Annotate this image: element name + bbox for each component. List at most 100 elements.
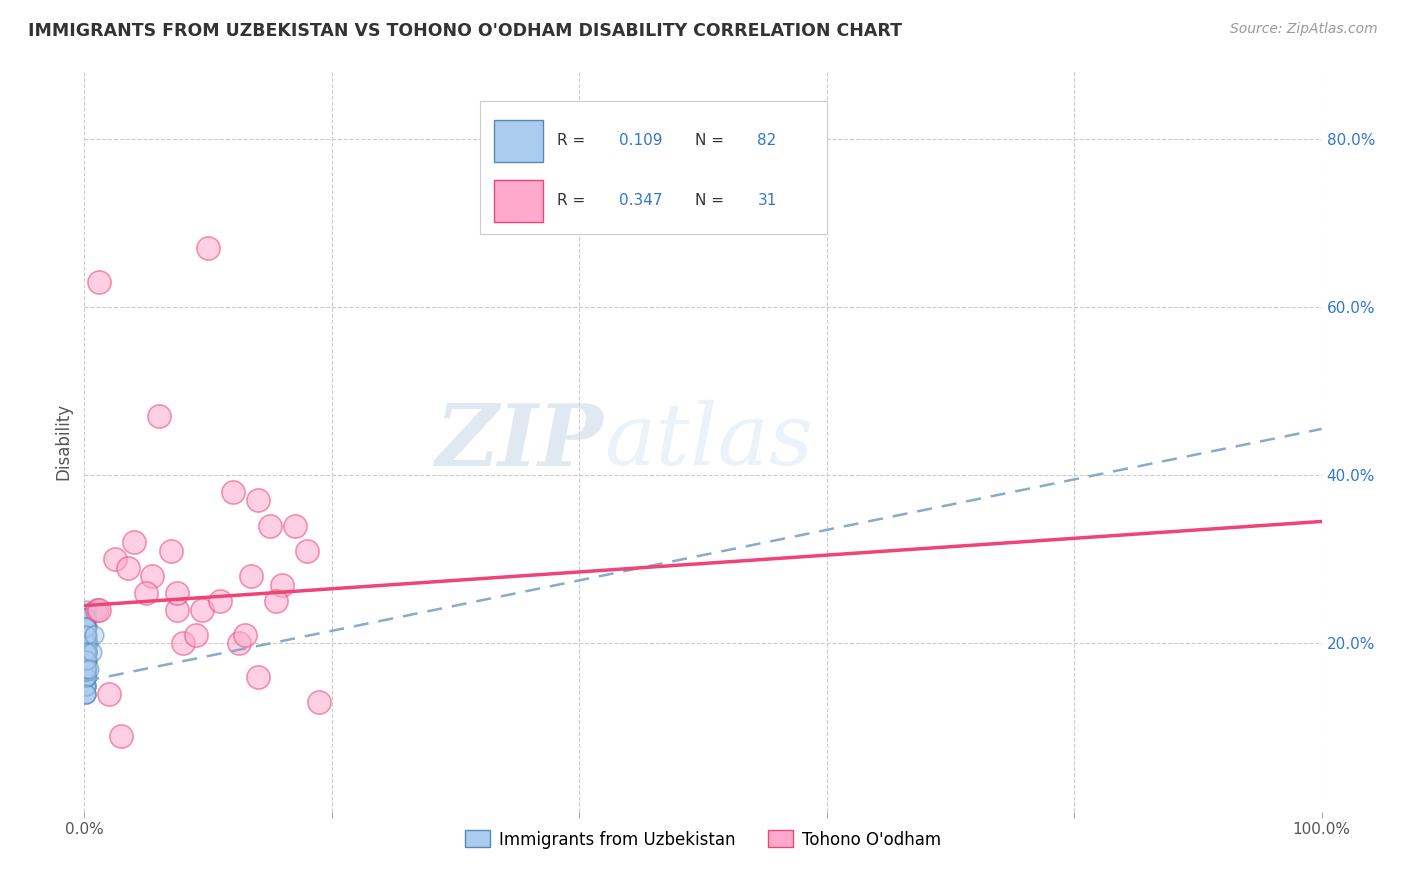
Point (76, 619, 98, 633)
Point (76, 628, 98, 642)
Point (75, 645, 97, 659)
Text: Source: ZipAtlas.com: Source: ZipAtlas.com (1230, 22, 1378, 37)
Point (77, 636, 100, 650)
Point (75, 645, 97, 659)
Point (75, 636, 97, 650)
Point (75, 619, 97, 633)
Point (75, 611, 97, 625)
Point (75, 619, 97, 633)
Point (76, 645, 98, 659)
Point (75, 662, 97, 676)
Point (76, 628, 98, 642)
Point (75, 679, 97, 693)
Text: ZIP: ZIP (436, 400, 605, 483)
Point (75, 662, 97, 676)
Point (79, 662, 101, 676)
Point (80, 645, 103, 659)
Point (86, 603, 108, 617)
Point (228, 636, 250, 650)
Point (75, 653, 97, 667)
Point (76, 653, 98, 667)
Point (240, 569, 263, 583)
Point (75, 628, 97, 642)
Point (75, 653, 97, 667)
Point (166, 603, 188, 617)
Point (75, 687, 97, 701)
Point (75, 653, 97, 667)
Point (141, 569, 163, 583)
Point (76, 645, 98, 659)
Point (75, 628, 97, 642)
Point (75, 636, 97, 650)
Point (75, 687, 97, 701)
Point (308, 695, 330, 709)
Point (197, 241, 219, 255)
Point (83, 628, 105, 642)
Point (76, 645, 98, 659)
Point (75, 662, 97, 676)
Point (86, 603, 108, 617)
Point (233, 628, 256, 642)
Point (75, 636, 97, 650)
Point (76, 645, 98, 659)
Point (75, 619, 97, 633)
Point (75, 662, 97, 676)
Point (110, 729, 132, 743)
Point (75, 645, 97, 659)
Point (75, 670, 97, 684)
Point (122, 535, 145, 549)
Point (75, 679, 97, 693)
Point (75, 662, 97, 676)
Point (98, 687, 121, 701)
Point (75, 662, 97, 676)
Point (75, 670, 97, 684)
Legend: Immigrants from Uzbekistan, Tohono O'odham: Immigrants from Uzbekistan, Tohono O'odh… (458, 823, 948, 855)
Point (259, 518, 281, 533)
Point (75, 628, 97, 642)
Point (76, 653, 98, 667)
Point (75, 670, 97, 684)
Point (75, 670, 97, 684)
Point (75, 645, 97, 659)
Point (75, 636, 97, 650)
Point (75, 653, 97, 667)
Point (75, 603, 97, 617)
Point (75, 687, 97, 701)
Point (76, 662, 98, 676)
Text: atlas: atlas (605, 401, 813, 483)
Point (246, 670, 269, 684)
Point (75, 619, 97, 633)
Point (160, 544, 183, 558)
Point (75, 636, 97, 650)
Point (77, 636, 100, 650)
Point (75, 619, 97, 633)
Point (89, 603, 111, 617)
Point (75, 653, 97, 667)
Point (148, 409, 170, 424)
Point (75, 619, 97, 633)
Point (75, 611, 97, 625)
Point (76, 670, 98, 684)
Point (75, 653, 97, 667)
Point (75, 628, 97, 642)
Point (76, 645, 98, 659)
Point (166, 586, 188, 600)
Point (222, 485, 245, 500)
Point (117, 560, 139, 574)
Point (75, 679, 97, 693)
Point (89, 275, 111, 289)
Point (295, 544, 318, 558)
Point (75, 670, 97, 684)
Point (246, 493, 269, 508)
Point (75, 619, 97, 633)
Point (264, 594, 287, 608)
Point (75, 636, 97, 650)
Point (76, 645, 98, 659)
Point (75, 653, 97, 667)
Point (284, 518, 307, 533)
Point (75, 653, 97, 667)
Point (135, 586, 157, 600)
Point (75, 679, 97, 693)
Point (191, 603, 214, 617)
Point (75, 636, 97, 650)
